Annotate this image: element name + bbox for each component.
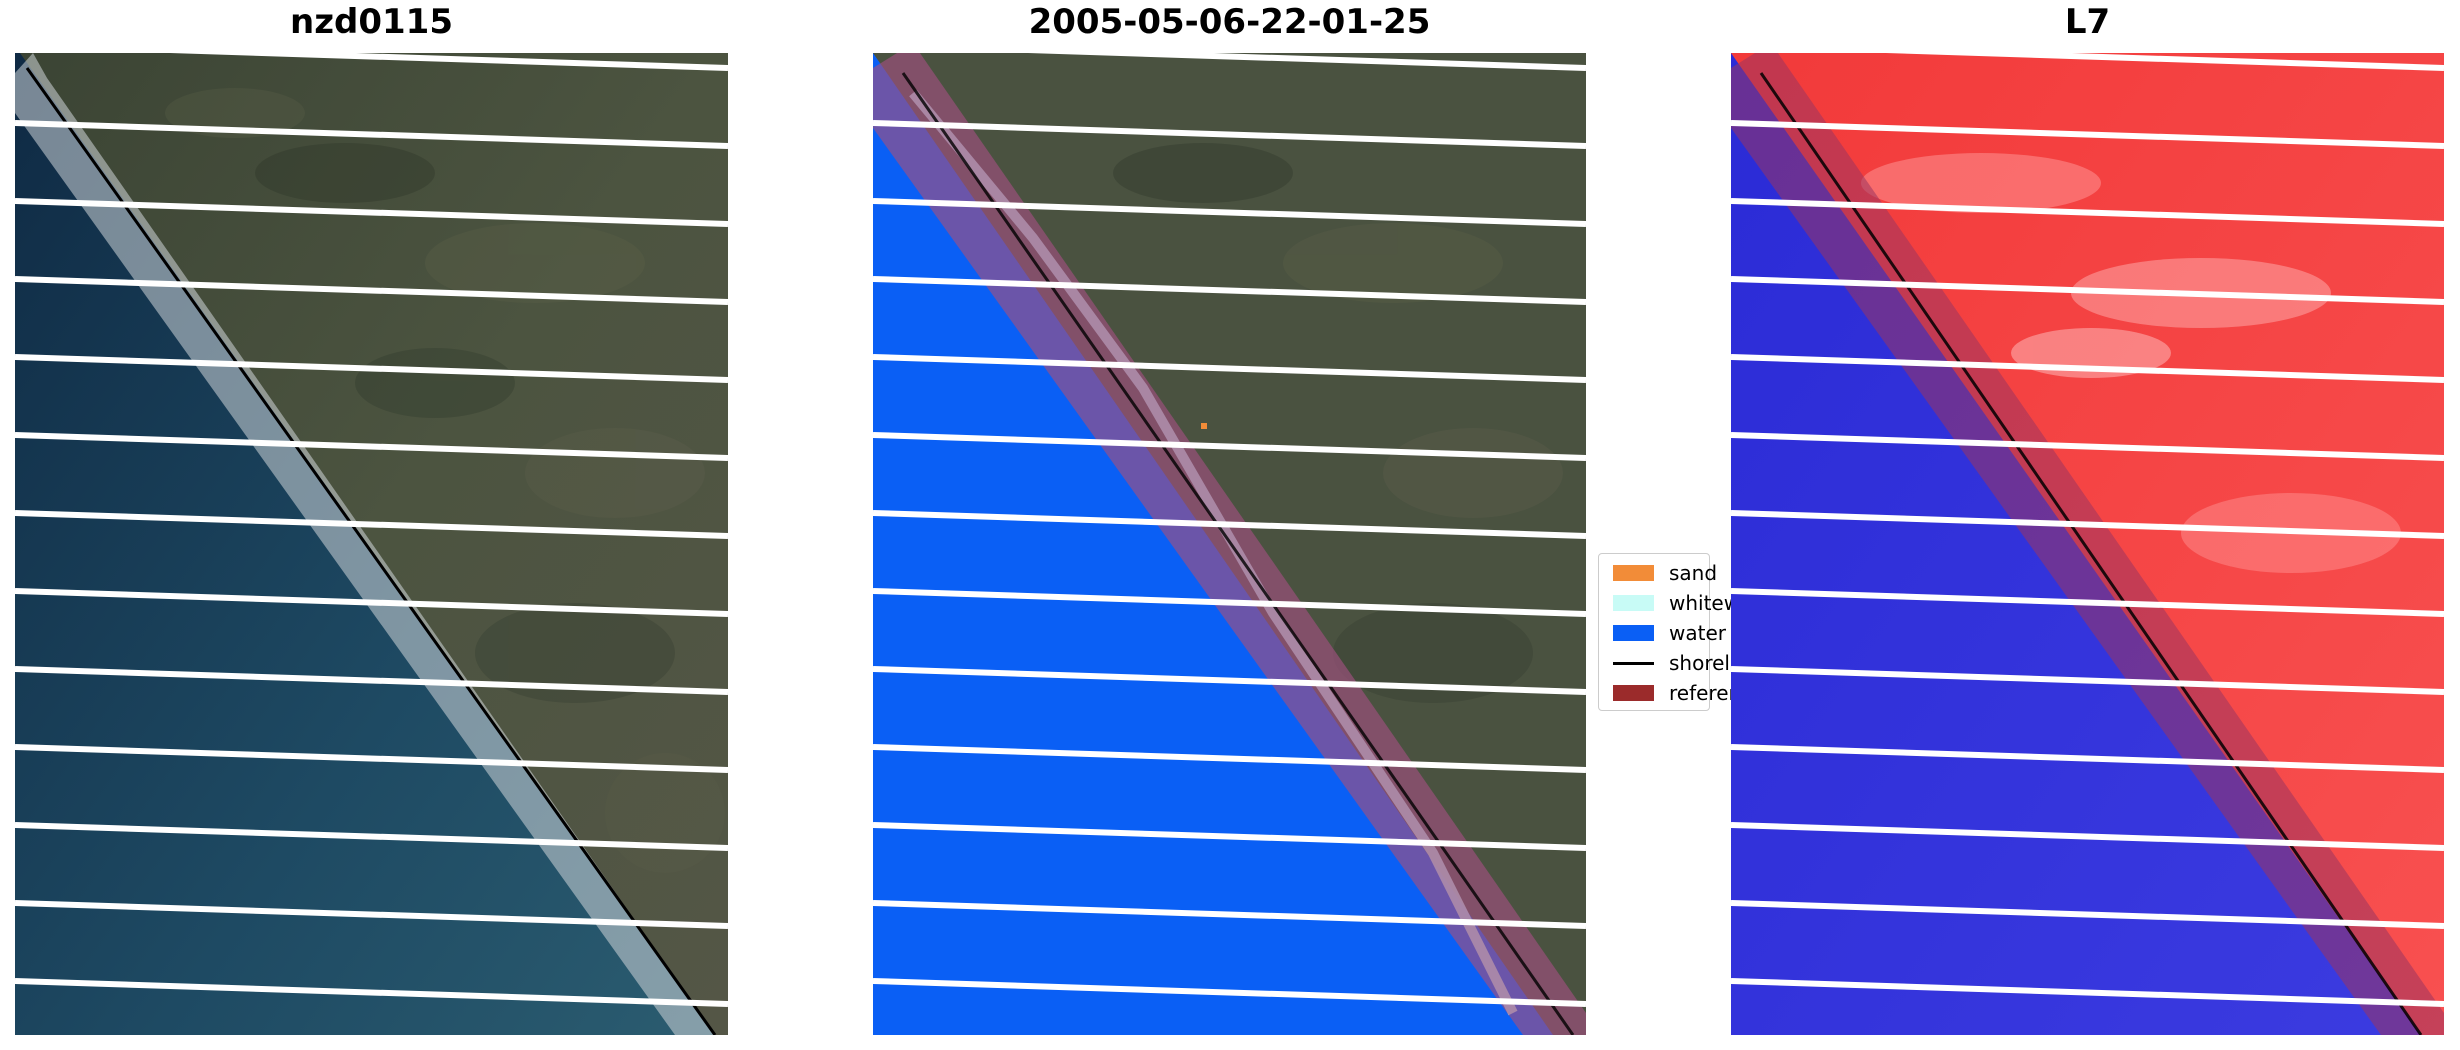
- scan-line-gaps: [15, 53, 728, 1007]
- legend-item-sand: sand: [1613, 561, 1718, 585]
- index-image-panel: [1731, 53, 2444, 1035]
- rgb-image-panel: [15, 53, 728, 1035]
- water-swatch: [1613, 625, 1654, 641]
- panel-title-rgb: nzd0115: [290, 2, 453, 42]
- panel-title-classified: 2005-05-06-22-01-25: [1028, 2, 1431, 42]
- sand-swatch: [1613, 565, 1654, 581]
- shoreline-line: [1759, 72, 2423, 1035]
- shoreline-line: [901, 72, 1575, 1035]
- classified-satellite-image: [873, 53, 1586, 1035]
- legend-label: water: [1669, 621, 1726, 645]
- legend-label: sand: [1669, 561, 1718, 585]
- shoreline-line: [25, 67, 717, 1035]
- index-satellite-image: [1731, 53, 2444, 1035]
- buffer-swatch: [1613, 685, 1654, 701]
- whitewater-swatch: [1613, 595, 1654, 611]
- classification-legend: sand whitewater water shoreline referenc…: [1598, 553, 1928, 711]
- panel-title-index: L7: [2064, 2, 2111, 42]
- scan-line-gaps: [873, 53, 1586, 1007]
- sand-class-pixel: [1201, 423, 1207, 429]
- classified-image-panel: [873, 53, 1586, 1035]
- legend-item-water: water: [1613, 621, 1726, 645]
- rgb-satellite-image: [15, 53, 728, 1035]
- scan-line-gaps: [1731, 53, 2444, 1007]
- reference-shoreline-buffer: [1731, 53, 2444, 1035]
- shoreline-swatch: [1613, 661, 1654, 665]
